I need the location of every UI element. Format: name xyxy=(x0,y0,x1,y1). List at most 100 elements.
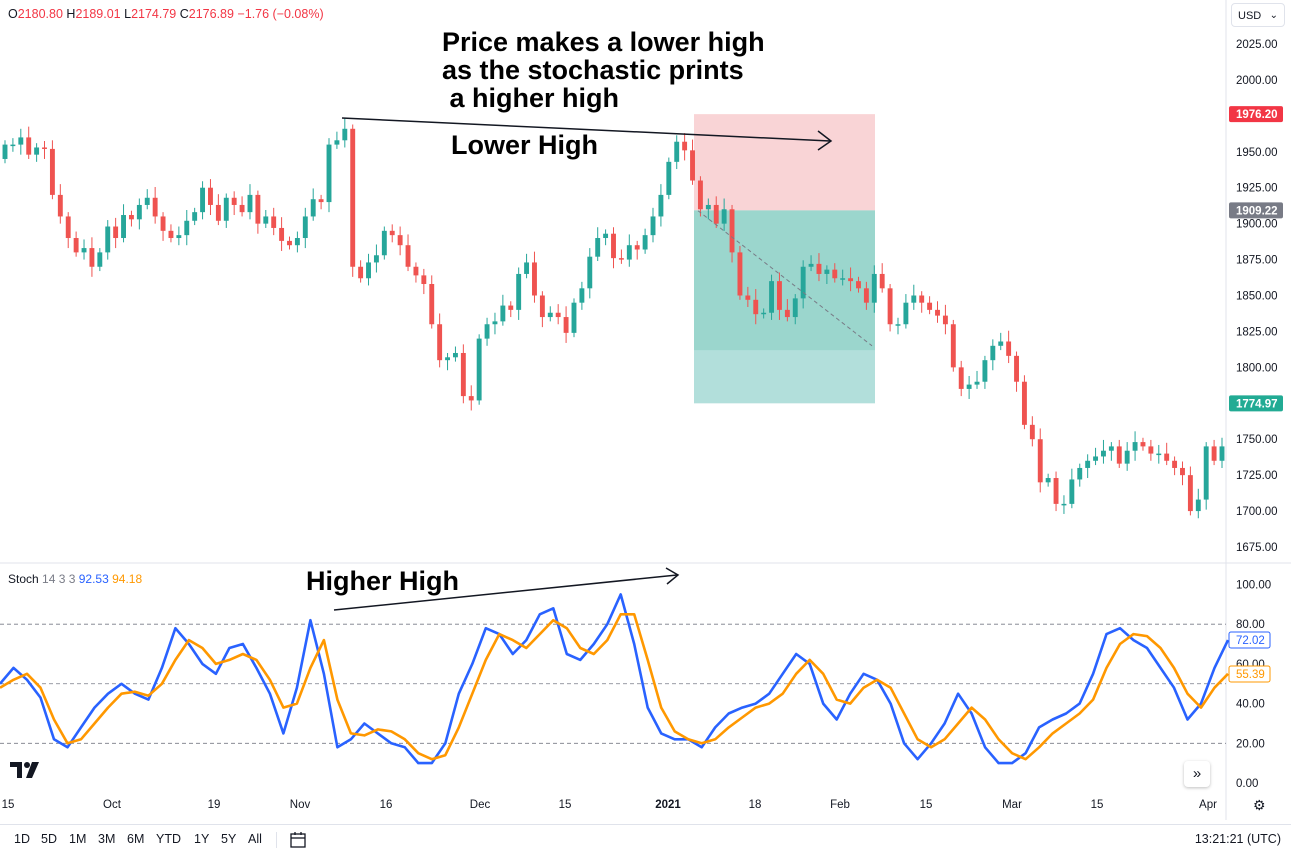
chevron-down-icon: ⌄ xyxy=(1269,10,1278,21)
price-tick-label: 1850.00 xyxy=(1236,291,1278,303)
stoch-tick-label: 80.00 xyxy=(1236,619,1265,631)
calendar-range-icon[interactable] xyxy=(289,831,307,849)
gear-icon[interactable]: ⚙ xyxy=(1253,797,1266,813)
currency-select[interactable]: USD ⌄ xyxy=(1231,3,1285,27)
candle-body xyxy=(626,245,632,260)
filled-profit-zone xyxy=(694,210,875,351)
candle-body xyxy=(381,230,387,256)
candle-body xyxy=(595,238,601,257)
candle-body xyxy=(634,245,640,250)
candle-body xyxy=(342,128,348,141)
candle-body xyxy=(1180,467,1185,476)
candle-body xyxy=(555,312,561,318)
annotation-line-1: Price makes a lower high xyxy=(442,27,765,57)
candle-body xyxy=(737,252,743,296)
candle-body xyxy=(539,295,545,318)
candle-body xyxy=(1195,499,1201,512)
candle-body xyxy=(231,197,237,205)
candle-body xyxy=(1021,381,1027,425)
candle-body xyxy=(863,288,869,303)
candle-body xyxy=(49,148,55,195)
candle-body xyxy=(982,360,988,382)
tradingview-logo-icon[interactable] xyxy=(10,760,44,780)
range-1d[interactable]: 1D xyxy=(14,832,30,846)
candle-body xyxy=(57,194,63,217)
chart-canvas[interactable]: 2025.002000.001975.001950.001925.001900.… xyxy=(0,0,1291,824)
candle-body xyxy=(532,262,537,296)
candle-body xyxy=(34,147,40,155)
clock-readout: 13:21:21 (UTC) xyxy=(1194,832,1281,846)
candle-body xyxy=(445,357,450,361)
stoch-line-k xyxy=(0,593,1230,765)
candle-body xyxy=(935,309,940,316)
candle-body xyxy=(1203,446,1209,500)
candle-body xyxy=(326,144,332,203)
annotation-line-3: a higher high xyxy=(442,83,620,113)
candle-body xyxy=(121,215,126,239)
candle-body xyxy=(2,144,8,159)
candle-body xyxy=(990,345,996,361)
candle-body xyxy=(1132,442,1138,451)
stoch-legend[interactable]: Stoch 14 3 3 92.53 94.18 xyxy=(8,572,142,586)
candle-body xyxy=(65,216,71,239)
candle-body xyxy=(468,396,474,401)
candle-body xyxy=(287,240,292,246)
candle-body xyxy=(460,352,466,397)
range-ytd[interactable]: YTD xyxy=(156,832,181,846)
range-1y[interactable]: 1Y xyxy=(194,832,210,846)
candle-body xyxy=(966,384,972,389)
candle-body xyxy=(603,233,609,239)
candle-body xyxy=(294,238,300,246)
candle-body xyxy=(840,278,846,280)
candle-body xyxy=(666,161,672,195)
range-6m[interactable]: 6M xyxy=(127,832,145,846)
candle-body xyxy=(690,150,695,181)
candle-body xyxy=(642,235,648,250)
range-1m[interactable]: 1M xyxy=(69,832,87,846)
time-tick-label: 2021 xyxy=(655,799,681,811)
annotation-line-2: as the stochastic prints xyxy=(442,55,744,85)
range-all[interactable]: All xyxy=(248,832,262,846)
candle-body xyxy=(784,309,790,318)
stoch-d-label-bg xyxy=(1228,665,1271,683)
low-value: 2174.79 xyxy=(131,7,177,21)
candle-body xyxy=(192,212,198,221)
candle-body xyxy=(618,258,624,260)
candle-body xyxy=(524,262,530,274)
stoch-d-label: 55.39 xyxy=(1236,669,1265,681)
range-3m[interactable]: 3M xyxy=(98,832,116,846)
price-tick-label: 1750.00 xyxy=(1236,434,1278,446)
candle-body xyxy=(389,230,395,236)
candle-body xyxy=(247,194,253,213)
stop-price-label: 1976.20 xyxy=(1236,109,1278,121)
candle-body xyxy=(682,141,688,151)
candle-body xyxy=(745,295,751,300)
candle-body xyxy=(26,137,32,155)
candle-body xyxy=(911,295,917,303)
stoch-d-value: 94.18 xyxy=(112,572,143,586)
candle-body xyxy=(769,281,775,313)
higher-high-arrow-line xyxy=(333,574,678,611)
range-5d[interactable]: 5D xyxy=(41,832,57,846)
price-tick-label: 2025.00 xyxy=(1236,39,1278,51)
candle-body xyxy=(358,266,364,279)
candle-body xyxy=(500,305,506,322)
candle-body xyxy=(271,216,277,228)
scroll-forward-icon[interactable]: » xyxy=(1184,761,1210,787)
take-profit-zone xyxy=(694,210,875,404)
candle-body xyxy=(152,197,158,217)
candle-body xyxy=(508,305,514,310)
candle-body xyxy=(761,312,767,315)
entry-price-label: 1909.22 xyxy=(1236,205,1278,217)
candle-body xyxy=(563,317,569,333)
price-tick-label: 1825.00 xyxy=(1236,326,1278,338)
candle-body xyxy=(168,230,174,239)
candle-body xyxy=(239,204,245,213)
candle-body xyxy=(516,273,522,310)
time-tick-label: 15 xyxy=(559,799,572,811)
range-5y[interactable]: 5Y xyxy=(221,832,237,846)
candle-body xyxy=(1061,503,1067,506)
candle-body xyxy=(658,194,664,217)
candle-body xyxy=(848,278,854,282)
candle-body xyxy=(753,299,759,315)
